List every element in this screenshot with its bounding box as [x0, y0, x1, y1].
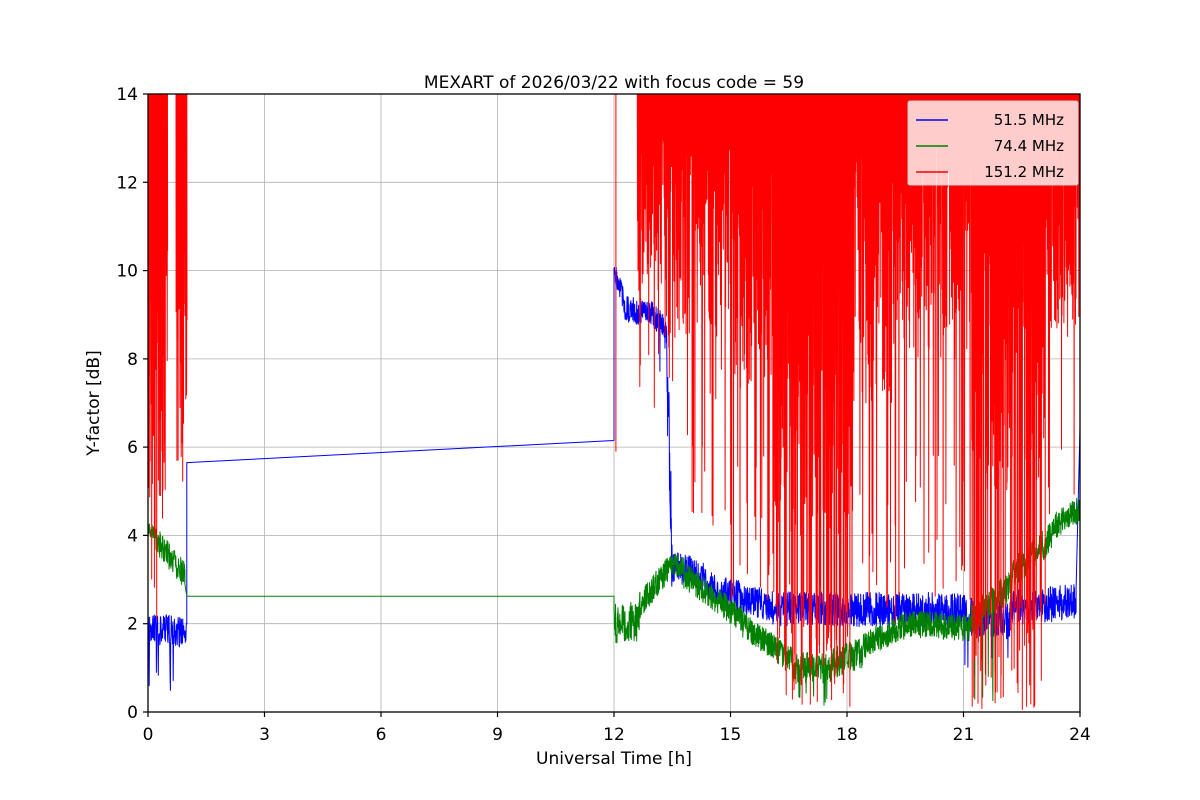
x-axis-label: Universal Time [h] — [536, 749, 692, 769]
y-tick-label: 10 — [116, 262, 138, 282]
x-tick-label: 3 — [259, 725, 270, 745]
legend-label-51-5-mhz: 51.5 MHz — [994, 111, 1064, 129]
y-tick-label: 2 — [127, 615, 138, 635]
x-tick-label: 6 — [376, 725, 387, 745]
x-tick-label: 21 — [953, 725, 975, 745]
series-line-51-5-mhz — [148, 267, 1080, 691]
x-tick-label: 18 — [836, 725, 858, 745]
legend-label-151-2-mhz: 151.2 MHz — [984, 163, 1064, 181]
y-tick-label: 6 — [127, 438, 138, 458]
y-tick-label: 12 — [116, 173, 138, 193]
legend-label-74-4-mhz: 74.4 MHz — [994, 137, 1064, 155]
x-tick-label: 12 — [603, 725, 625, 745]
series-line-151-2-mhz — [148, 94, 1080, 710]
y-axis-label: Y-factor [dB] — [84, 350, 104, 456]
chart-title: MEXART of 2026/03/22 with focus code = 5… — [424, 73, 804, 93]
x-tick-label: 15 — [720, 725, 742, 745]
legend: 51.5 MHz 74.4 MHz 151.2 MHz — [907, 100, 1079, 186]
y-tick-label: 8 — [127, 350, 138, 370]
x-tick-label: 0 — [143, 725, 154, 745]
x-tick-label: 9 — [492, 725, 503, 745]
y-tick-label: 14 — [116, 85, 138, 105]
series-line-74-4-mhz — [148, 498, 1080, 706]
series-layer — [148, 94, 1080, 710]
y-tick-label: 0 — [127, 703, 138, 723]
legend-box — [907, 100, 1079, 186]
x-tick-label: 24 — [1069, 725, 1091, 745]
y-tick-label: 4 — [127, 526, 138, 546]
